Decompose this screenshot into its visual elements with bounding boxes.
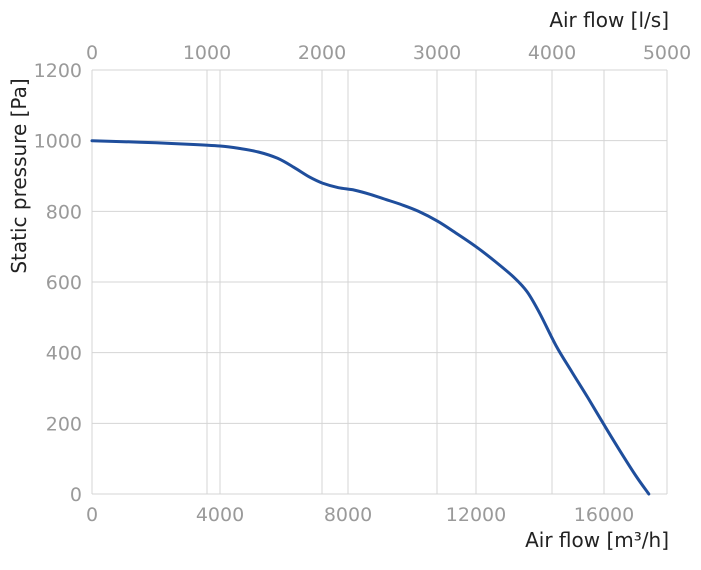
y-tick-label: 400 xyxy=(46,343,82,365)
x2-tick-label: 5000 xyxy=(643,42,691,64)
y-tick-label: 600 xyxy=(46,272,82,294)
grid xyxy=(91,69,668,495)
pressure-curve-line xyxy=(90,139,651,496)
x2-tick-label: 0 xyxy=(86,42,98,64)
bottom-x-axis-title: Air flow [m³/h] xyxy=(525,528,669,552)
x-tick-label: 12000 xyxy=(446,504,506,526)
x2-tick-label: 2000 xyxy=(298,42,346,64)
x-tick-label: 0 xyxy=(86,504,98,526)
y-tick-label: 200 xyxy=(46,413,82,435)
x2-tick-label: 3000 xyxy=(413,42,461,64)
y-tick-label: 1000 xyxy=(34,131,82,153)
x-tick-label: 4000 xyxy=(196,504,244,526)
x2-tick-label: 4000 xyxy=(528,42,576,64)
y-tick-label: 0 xyxy=(70,484,82,506)
x-tick-label: 16000 xyxy=(574,504,634,526)
top-x-axis-title: Air flow [l/s] xyxy=(549,8,669,32)
x-tick-label: 8000 xyxy=(324,504,372,526)
x2-tick-label: 1000 xyxy=(183,42,231,64)
y-axis-title: Static pressure [Pa] xyxy=(7,78,31,273)
y-tick-label: 1200 xyxy=(34,60,82,82)
y-tick-label: 800 xyxy=(46,201,82,223)
